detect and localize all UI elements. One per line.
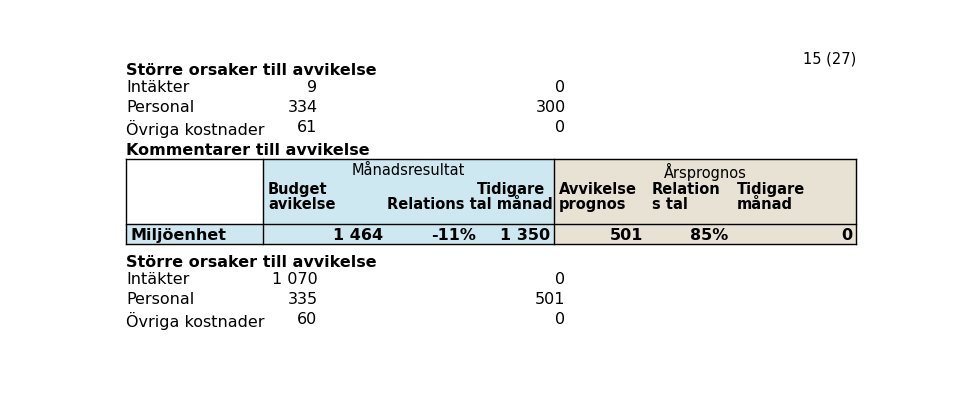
Text: Tidigare: Tidigare [737,182,805,197]
Bar [126,224,263,244]
Text: Större orsaker till avvikelse: Större orsaker till avvikelse [126,255,377,270]
Text: Månadsresultat: Månadsresultat [352,163,466,178]
Text: 1 070: 1 070 [272,272,318,287]
Text: Årsprognos: Årsprognos [663,163,747,181]
Text: -11%: -11% [432,228,476,243]
Text: 1 350: 1 350 [500,228,550,243]
Text: 0: 0 [556,80,565,95]
Text: 1 464: 1 464 [333,228,383,243]
Text: Relation: Relation [652,182,720,197]
Text: prognos: prognos [559,197,626,212]
Text: 334: 334 [287,100,318,115]
Text: 15 (27): 15 (27) [803,52,856,67]
Text: Större orsaker till avvikelse: Större orsaker till avvikelse [126,63,377,78]
Text: 0: 0 [556,272,565,287]
Text: 300: 300 [536,100,565,115]
Text: 60: 60 [298,312,318,327]
Text: 0: 0 [841,228,852,243]
Text: Intäkter: Intäkter [126,80,189,95]
Text: Kommentarer till avvikelse: Kommentarer till avvikelse [126,144,370,158]
Bar [554,159,856,244]
Bar [263,159,554,244]
Text: 0: 0 [556,120,565,135]
Text: 9: 9 [307,80,318,95]
Text: Avvikelse: Avvikelse [559,182,636,197]
Text: Miljöenhet: Miljöenhet [130,228,226,243]
Text: Personal: Personal [126,292,195,307]
Text: 501: 501 [535,292,565,307]
Text: Relations tal månad: Relations tal månad [388,197,553,212]
Text: s tal: s tal [652,197,687,212]
Text: Övriga kostnader: Övriga kostnader [126,312,265,330]
Text: Budget: Budget [268,182,327,197]
Text: 61: 61 [298,120,318,135]
Text: avikelse: avikelse [268,197,336,212]
Text: Intäkter: Intäkter [126,272,189,287]
Text: Personal: Personal [126,100,195,115]
Text: Övriga kostnader: Övriga kostnader [126,120,265,138]
Text: månad: månad [737,197,793,212]
Text: 0: 0 [556,312,565,327]
Text: 85%: 85% [690,228,729,243]
Text: 335: 335 [287,292,318,307]
Text: 501: 501 [610,228,643,243]
Text: Tidigare: Tidigare [476,182,544,197]
